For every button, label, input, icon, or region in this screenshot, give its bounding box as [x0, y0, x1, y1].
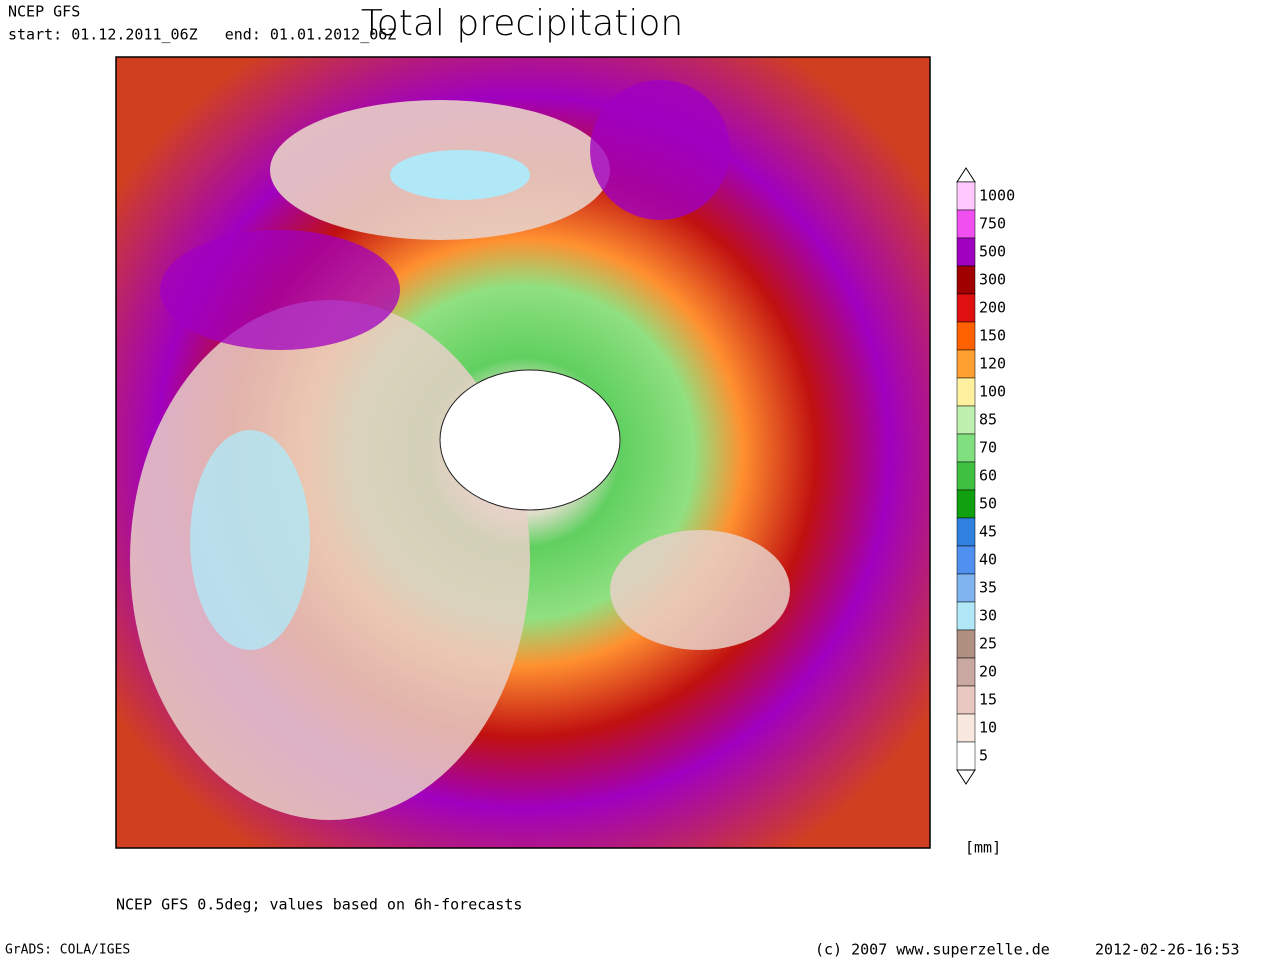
colorbar-swatch [956, 741, 976, 771]
colorbar-label: 200 [979, 299, 1006, 317]
colorbar-label: 40 [979, 551, 997, 569]
copyright: (c) 2007 www.superzelle.de [815, 941, 1050, 959]
dry-region [130, 300, 530, 820]
colorbar-label: 5 [979, 747, 988, 765]
colorbar-swatch [956, 181, 976, 211]
colorbar-swatch [956, 517, 976, 547]
colorbar-label: 100 [979, 383, 1006, 401]
colorbar-swatch [956, 405, 976, 435]
title: Total precipitation [361, 3, 683, 44]
colorbar: 1000 750 500 300 200 150 120 100 85 70 60 50 45 40 35 3… [956, 167, 1015, 785]
colorbar-label: 30 [979, 607, 997, 625]
colorbar-swatch [956, 209, 976, 239]
colorbar-swatch [956, 685, 976, 715]
colorbar-swatch [956, 657, 976, 687]
colorbar-label: 45 [979, 523, 997, 541]
colorbar-label: 35 [979, 579, 997, 597]
colorbar-label: 120 [979, 355, 1006, 373]
period: start: 01.12.2011_06Z end: 01.01.2012_06… [8, 26, 396, 44]
wet-region [160, 230, 400, 350]
colorbar-swatch [956, 629, 976, 659]
timestamp: 2012-02-26-16:53 [1095, 941, 1240, 959]
colorbar-swatch [956, 293, 976, 323]
colorbar-label: 85 [979, 411, 997, 429]
colorbar-label: 10 [979, 719, 997, 737]
colorbar-label: 300 [979, 271, 1006, 289]
source: NCEP GFS [8, 3, 80, 21]
colorbar-swatch [956, 433, 976, 463]
colorbar-label: 50 [979, 495, 997, 513]
colorbar-label: 60 [979, 467, 997, 485]
dry-region [390, 150, 530, 200]
map-frame [115, 56, 931, 849]
colorbar-swatch [956, 321, 976, 351]
map [115, 56, 931, 849]
colorbar-swatch [956, 265, 976, 295]
footer-note: NCEP GFS 0.5deg; values based on 6h-fore… [116, 896, 522, 914]
colorbar-label: 70 [979, 439, 997, 457]
colorbar-swatch [956, 601, 976, 631]
dry-region [190, 430, 310, 650]
software: GrADS: COLA/IGES [5, 943, 130, 958]
colorbar-label: 15 [979, 691, 997, 709]
colorbar-label: 1000 [979, 187, 1015, 205]
dry-region [610, 530, 790, 650]
colorbar-cap [956, 167, 976, 183]
colorbar-label: 25 [979, 635, 997, 653]
colorbar-swatch [956, 237, 976, 267]
colorbar-label: 750 [979, 215, 1006, 233]
colorbar-cap [956, 769, 976, 785]
colorbar-label: 20 [979, 663, 997, 681]
antarctica [439, 369, 621, 511]
colorbar-swatch [956, 573, 976, 603]
colorbar-label: 150 [979, 327, 1006, 345]
wet-region [590, 80, 730, 220]
colorbar-swatch [956, 377, 976, 407]
colorbar-label: 500 [979, 243, 1006, 261]
unit: [mm] [965, 839, 1001, 857]
colorbar-swatch [956, 713, 976, 743]
colorbar-swatch [956, 349, 976, 379]
colorbar-swatch [956, 545, 976, 575]
colorbar-swatch [956, 461, 976, 491]
colorbar-swatch [956, 489, 976, 519]
